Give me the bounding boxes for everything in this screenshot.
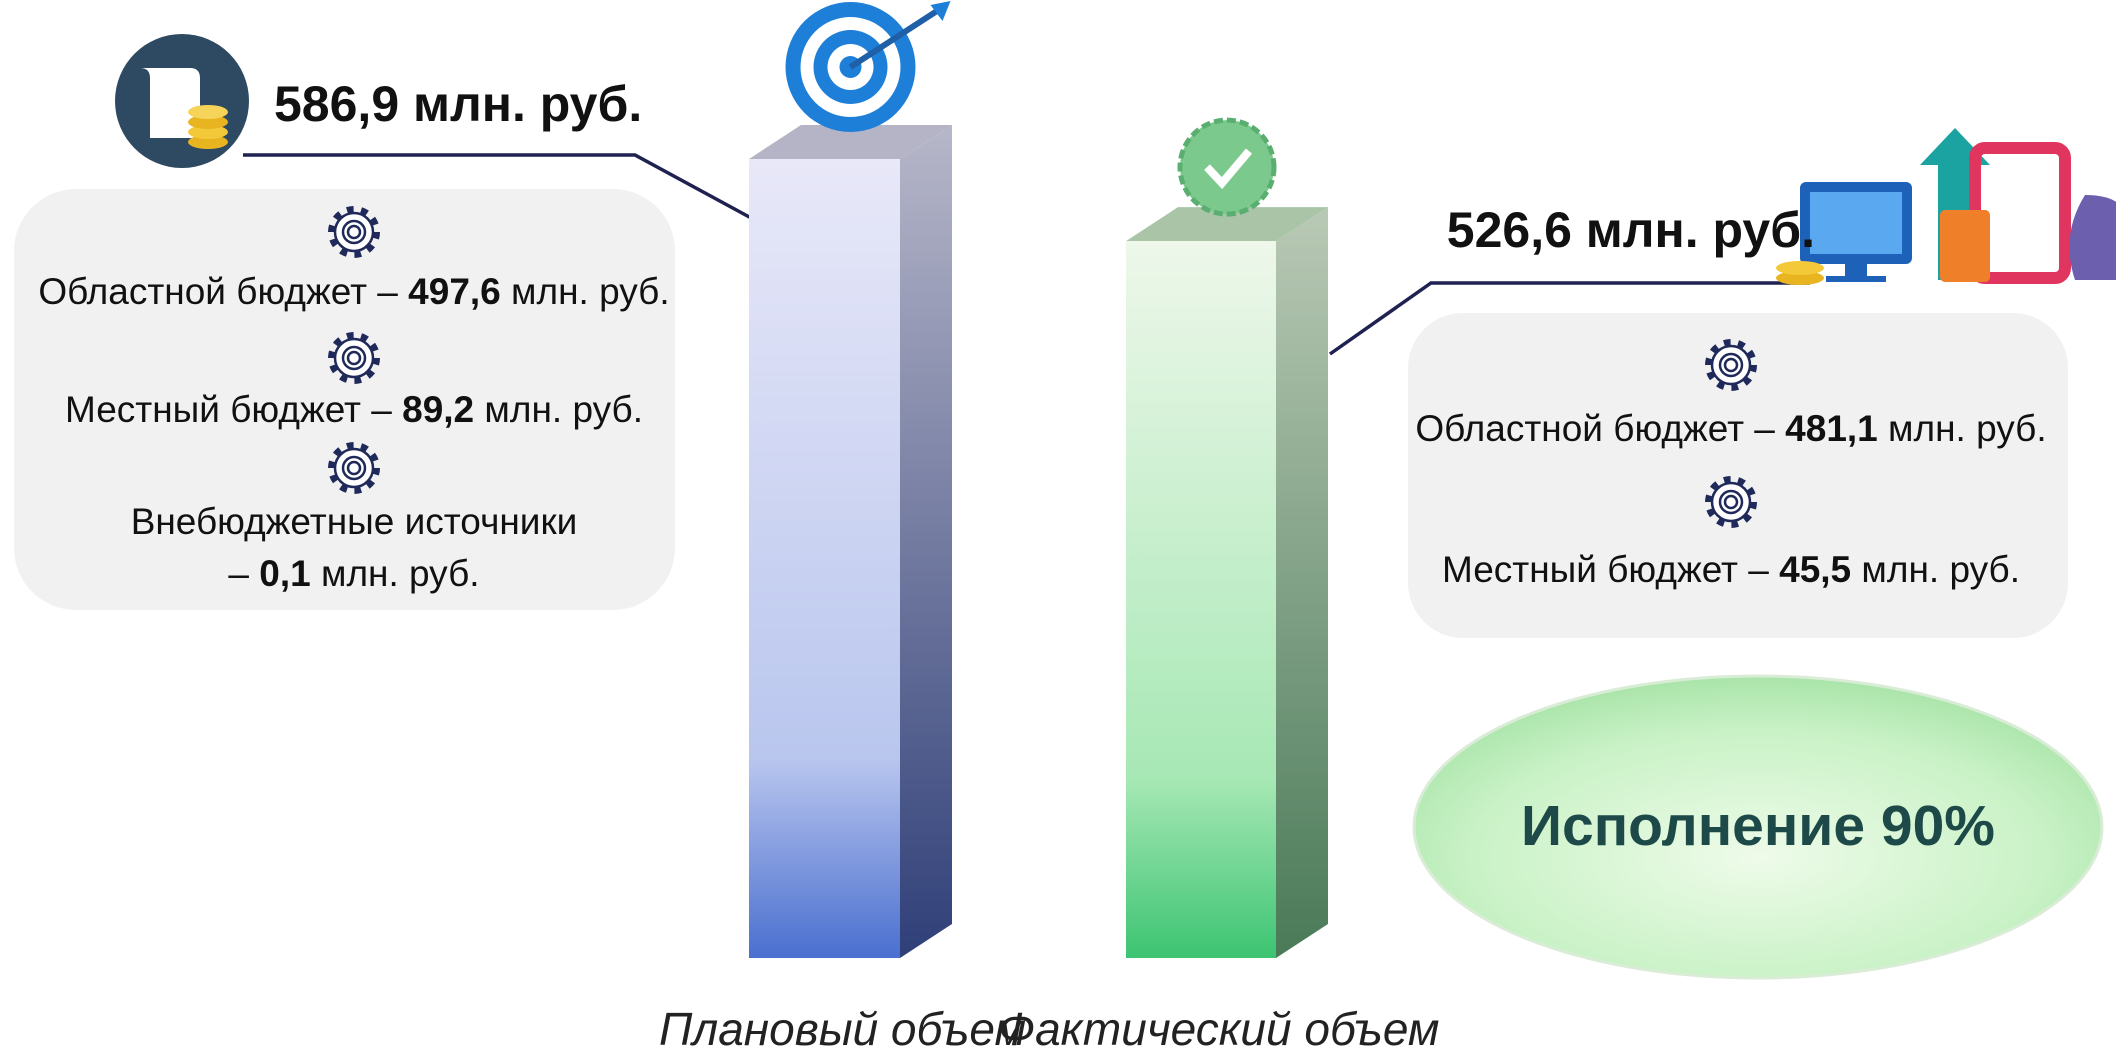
target-arrow-tail [930, 1, 951, 21]
unit: млн. руб. [1861, 549, 2020, 590]
fact-panel [1408, 313, 2068, 638]
target-icon [785, 1, 951, 132]
unit: млн. руб. [511, 271, 670, 312]
x-tick-label: Фактический объем [999, 1003, 1440, 1049]
plan-panel [14, 189, 675, 610]
bar-top [749, 125, 952, 159]
breakdown-line: Местный бюджет – 45,5 млн. руб. [1442, 549, 2020, 590]
amount: 0,1 [259, 553, 310, 594]
check-badge [1177, 117, 1277, 217]
bar-side [900, 125, 952, 958]
source-name: Внебюджетные источники [131, 501, 578, 542]
breakdown-line: Областной бюджет – 497,6 млн. руб. [38, 271, 669, 312]
x-tick-label: Плановый объем [659, 1003, 1026, 1049]
breakdown-line: – 0,1 млн. руб. [228, 553, 479, 594]
leader-line [1328, 281, 1810, 356]
amount: 481,1 [1785, 408, 1878, 449]
check-mark [1204, 148, 1253, 190]
bar-side [1276, 207, 1328, 958]
source-name: Местный бюджет – [65, 389, 392, 430]
finance-icons [1776, 128, 2116, 285]
unit: млн. руб. [1888, 408, 2047, 449]
value-label: 526,6 млн. руб. [1447, 202, 1815, 258]
bar [749, 159, 900, 958]
source-name: Областной бюджет – [38, 271, 398, 312]
breakdown-line: Областной бюджет – 481,1 млн. руб. [1415, 408, 2046, 449]
target-arrow [848, 7, 941, 70]
source-name: Местный бюджет – [1442, 549, 1769, 590]
execution-label: Исполнение 90% [1521, 794, 1995, 858]
amount: 89,2 [402, 389, 474, 430]
breakdown-line: Местный бюджет – 89,2 млн. руб. [65, 389, 643, 430]
unit: млн. руб. [321, 553, 480, 594]
breakdown-line: Внебюджетные источники [131, 501, 578, 542]
unit: млн. руб. [484, 389, 643, 430]
leader-line [243, 153, 754, 221]
check-icon [1177, 117, 1277, 217]
source-name: Областной бюджет – [1415, 408, 1775, 449]
bar-top [1126, 207, 1328, 242]
execution-badge [1412, 674, 2104, 980]
dash: – [228, 553, 249, 594]
value-label: 586,9 млн. руб. [274, 76, 642, 132]
amount: 497,6 [408, 271, 501, 312]
budget-icon [115, 34, 249, 168]
amount: 45,5 [1779, 549, 1851, 590]
bar [1126, 241, 1276, 958]
